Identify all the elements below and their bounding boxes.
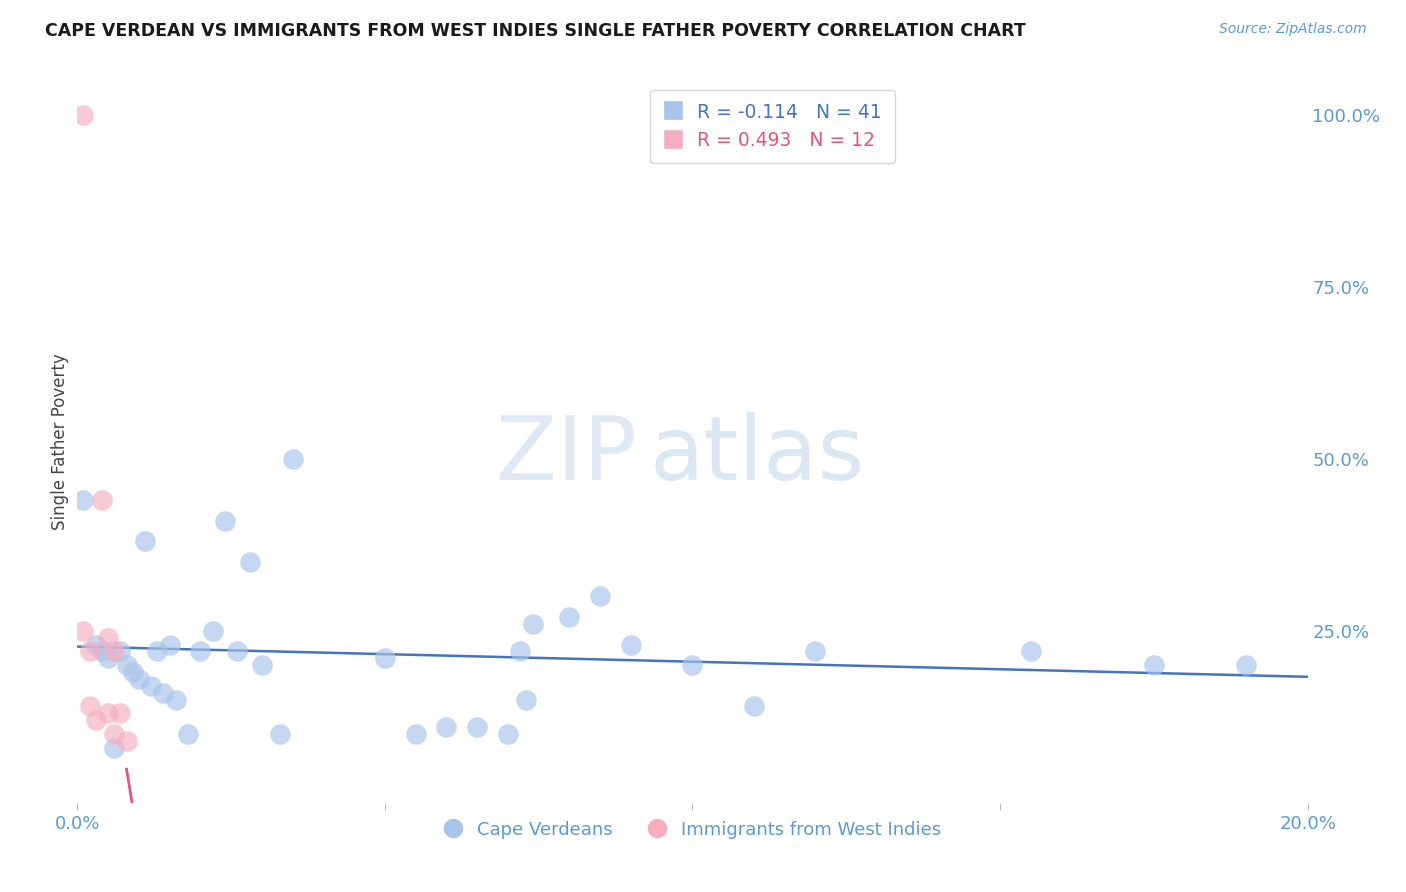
Point [79,699,101,714]
Point [436,720,458,734]
Text: Source: ZipAtlas.com: Source: ZipAtlas.com [1219,22,1367,37]
Point [110,644,132,658]
Point [134,534,156,549]
Text: CAPE VERDEAN VS IMMIGRANTS FROM WEST INDIES SINGLE FATHER POVERTY CORRELATION CH: CAPE VERDEAN VS IMMIGRANTS FROM WEST IND… [45,22,1026,40]
Point [188,644,212,658]
Point [97,706,120,721]
Point [159,638,181,652]
Point [250,658,273,673]
Point [97,631,120,645]
Y-axis label: Single Father Poverty: Single Father Poverty [51,353,69,530]
Point [79,644,101,658]
Point [97,651,120,665]
Point [84,713,107,727]
Point [90,493,114,508]
Point [1143,658,1166,673]
Text: ZIP: ZIP [496,412,637,500]
Point [84,638,107,652]
Point [522,616,544,631]
Point [90,644,114,658]
Point [239,555,262,569]
Point [103,644,125,658]
Point [103,740,125,755]
Point [72,624,94,638]
Text: atlas: atlas [650,412,865,500]
Point [515,692,537,706]
Point [226,644,249,658]
Legend: Cape Verdeans, Immigrants from West Indies: Cape Verdeans, Immigrants from West Indi… [437,814,948,846]
Point [177,727,200,741]
Point [558,610,581,624]
Point [589,590,612,604]
Point [804,644,827,658]
Point [374,651,396,665]
Point [72,493,94,508]
Point [509,644,531,658]
Point [620,638,643,652]
Point [121,665,143,679]
Point [115,734,138,748]
Point [165,692,187,706]
Point [103,727,125,741]
Point [496,727,519,741]
Point [72,108,94,122]
Point [214,514,236,528]
Point [152,686,174,700]
Point [141,679,163,693]
Point [465,720,488,734]
Point [682,658,704,673]
Point [281,451,304,466]
Point [1019,644,1042,658]
Point [1234,658,1257,673]
Point [742,699,765,714]
Point [128,672,150,686]
Point [201,624,224,638]
Point [115,658,138,673]
Point [405,727,427,741]
Point [110,706,132,721]
Point [269,727,291,741]
Point [146,644,169,658]
